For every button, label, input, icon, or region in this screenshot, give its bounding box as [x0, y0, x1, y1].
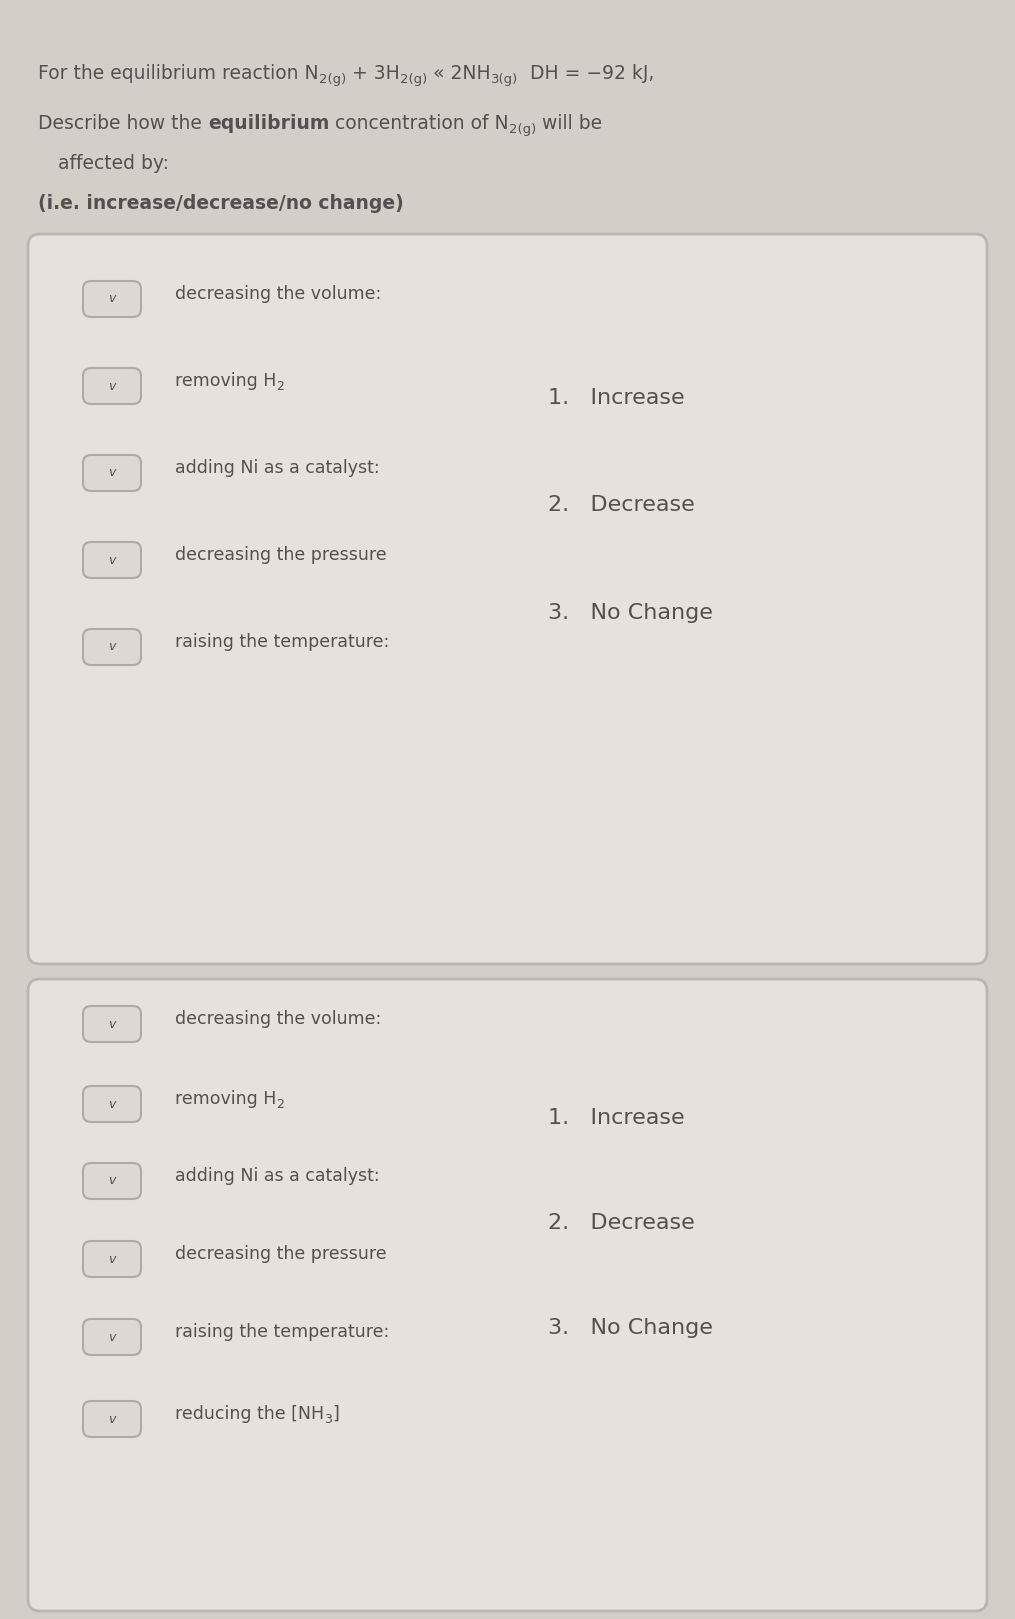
FancyBboxPatch shape	[83, 368, 141, 405]
Text: DH = −92 kJ,: DH = −92 kJ,	[518, 65, 654, 83]
Text: raising the temperature:: raising the temperature:	[175, 1323, 389, 1341]
Text: adding Ni as a catalyst:: adding Ni as a catalyst:	[175, 1167, 380, 1185]
Text: v: v	[109, 1098, 116, 1111]
FancyBboxPatch shape	[28, 235, 987, 963]
FancyBboxPatch shape	[83, 1005, 141, 1043]
FancyBboxPatch shape	[83, 282, 141, 317]
FancyBboxPatch shape	[83, 455, 141, 491]
Text: 2: 2	[276, 1098, 284, 1111]
Text: reducing the [NH: reducing the [NH	[175, 1405, 324, 1423]
Text: v: v	[109, 1412, 116, 1425]
Text: raising the temperature:: raising the temperature:	[175, 633, 389, 651]
Text: 2(g): 2(g)	[400, 73, 427, 86]
Text: v: v	[109, 379, 116, 392]
Text: v: v	[109, 641, 116, 654]
Text: affected by:: affected by:	[58, 154, 170, 173]
Text: v: v	[109, 554, 116, 567]
Text: v: v	[109, 1253, 116, 1266]
Text: 2: 2	[276, 380, 284, 393]
FancyBboxPatch shape	[83, 630, 141, 665]
Text: equilibrium: equilibrium	[208, 113, 329, 133]
FancyBboxPatch shape	[83, 1400, 141, 1438]
Text: + 3H: + 3H	[346, 65, 400, 83]
Text: 1.   Increase: 1. Increase	[548, 1107, 685, 1128]
Text: removing H: removing H	[175, 372, 276, 390]
FancyBboxPatch shape	[28, 979, 987, 1611]
Text: v: v	[109, 1174, 116, 1187]
Text: 2(g): 2(g)	[509, 123, 536, 136]
Text: v: v	[109, 466, 116, 479]
Text: v: v	[109, 293, 116, 306]
Text: 1.   Increase: 1. Increase	[548, 389, 685, 408]
Text: decreasing the pressure: decreasing the pressure	[175, 1245, 387, 1263]
Text: removing H: removing H	[175, 1090, 276, 1107]
Text: For the equilibrium reaction N: For the equilibrium reaction N	[38, 65, 319, 83]
Text: 3(g): 3(g)	[490, 73, 518, 86]
Text: 3.   No Change: 3. No Change	[548, 1318, 713, 1337]
Text: Describe how the: Describe how the	[38, 113, 208, 133]
Text: ]: ]	[332, 1405, 339, 1423]
FancyBboxPatch shape	[83, 542, 141, 578]
Text: « 2NH: « 2NH	[427, 65, 490, 83]
FancyBboxPatch shape	[83, 1086, 141, 1122]
Text: decreasing the pressure: decreasing the pressure	[175, 546, 387, 563]
Text: (i.e. increase/decrease/no change): (i.e. increase/decrease/no change)	[38, 194, 404, 214]
Text: 2.   Decrease: 2. Decrease	[548, 495, 694, 515]
Text: 3.   No Change: 3. No Change	[548, 602, 713, 623]
FancyBboxPatch shape	[83, 1242, 141, 1277]
Text: will be: will be	[536, 113, 602, 133]
Text: decreasing the volume:: decreasing the volume:	[175, 285, 382, 303]
FancyBboxPatch shape	[83, 1319, 141, 1355]
Text: adding Ni as a catalyst:: adding Ni as a catalyst:	[175, 460, 380, 478]
Text: 2(g): 2(g)	[319, 73, 346, 86]
Text: v: v	[109, 1331, 116, 1344]
Text: decreasing the volume:: decreasing the volume:	[175, 1010, 382, 1028]
Text: 3: 3	[324, 1413, 332, 1426]
Text: v: v	[109, 1017, 116, 1031]
Text: concentration of N: concentration of N	[329, 113, 509, 133]
Text: 2.   Decrease: 2. Decrease	[548, 1213, 694, 1234]
FancyBboxPatch shape	[83, 1162, 141, 1200]
